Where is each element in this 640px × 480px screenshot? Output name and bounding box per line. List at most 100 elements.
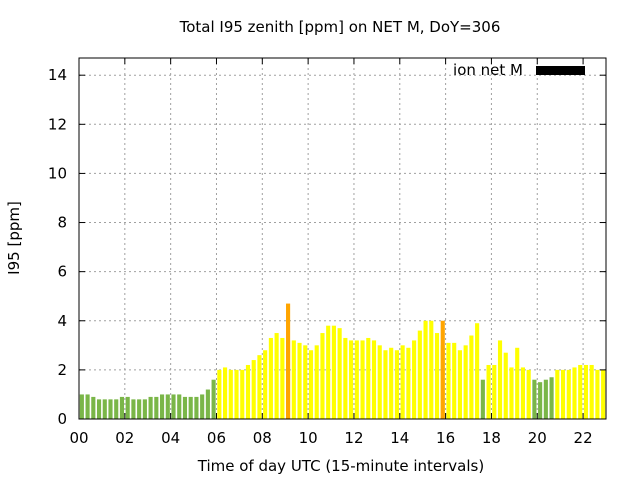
bar (394, 350, 399, 419)
bar (91, 396, 96, 419)
bar (326, 325, 331, 419)
bar (595, 369, 600, 419)
bar (154, 396, 159, 419)
y-axis-label: I95 [ppm] (5, 201, 23, 275)
bar (200, 394, 205, 419)
bar (148, 396, 153, 419)
x-tick-label: 08 (253, 429, 272, 447)
bar (532, 379, 537, 419)
legend-swatch (536, 66, 585, 75)
bar (205, 389, 210, 419)
bar (434, 333, 440, 419)
bar (515, 347, 520, 419)
bar (268, 337, 273, 419)
bar (102, 399, 107, 419)
y-tick-label: 2 (57, 361, 67, 379)
bar (159, 394, 165, 419)
bar (349, 340, 354, 419)
bar (572, 367, 577, 419)
bar (297, 342, 302, 419)
bar (360, 340, 365, 419)
bar (194, 396, 199, 419)
bar (549, 377, 554, 419)
y-tick-label: 10 (48, 164, 67, 182)
y-tick-label: 14 (48, 66, 67, 84)
bar (274, 333, 279, 419)
bar (291, 340, 296, 419)
bar (137, 399, 142, 419)
bar (566, 369, 571, 419)
bar (96, 399, 102, 419)
y-tick-label: 12 (48, 115, 67, 133)
bar (223, 367, 228, 419)
bar (509, 367, 514, 419)
legend: ion net M (453, 61, 585, 79)
bar (503, 352, 508, 419)
bar (475, 323, 480, 419)
x-tick-label: 02 (115, 429, 134, 447)
bar (228, 369, 233, 419)
bar (429, 320, 434, 419)
bar (131, 399, 136, 419)
bar (389, 347, 394, 419)
bar (486, 364, 491, 419)
x-tick-label: 16 (436, 429, 455, 447)
bar (240, 369, 245, 419)
bar (257, 355, 262, 419)
bar (446, 342, 451, 419)
bar (125, 396, 130, 419)
bar (423, 320, 428, 419)
legend-label: ion net M (453, 61, 523, 79)
bar (452, 342, 457, 419)
bar (108, 399, 113, 419)
bar (331, 325, 336, 419)
bar (463, 345, 468, 419)
bar (555, 369, 560, 419)
bar (492, 364, 497, 419)
bar (171, 394, 176, 419)
bar (308, 350, 314, 419)
bar (79, 394, 84, 419)
bar (480, 379, 485, 419)
bar (211, 379, 216, 419)
x-tick-label: 14 (390, 429, 409, 447)
bar (520, 367, 526, 419)
bar (165, 394, 170, 419)
bar (366, 337, 371, 419)
bar (412, 340, 417, 419)
bar (601, 369, 606, 419)
y-tick-label: 4 (57, 312, 67, 330)
bar-highlight (440, 320, 445, 419)
bar (303, 345, 308, 419)
bar (417, 330, 422, 419)
bar (188, 396, 193, 419)
plot-frame (78, 57, 607, 420)
x-tick-label: 10 (299, 429, 318, 447)
y-axis-ticks: 0 2 4 6 8 10 12 14 (48, 66, 606, 428)
bar (85, 394, 90, 419)
bar (320, 333, 325, 419)
chart-title: Total I95 zenith [ppm] on NET M, DoY=306 (179, 18, 501, 36)
bar (234, 369, 239, 419)
x-tick-label: 12 (344, 429, 363, 447)
x-tick-label: 00 (69, 429, 88, 447)
bar (263, 350, 268, 419)
x-tick-label: 22 (574, 429, 593, 447)
bar (377, 345, 382, 419)
bar (251, 360, 256, 419)
x-tick-label: 04 (161, 429, 180, 447)
bar (177, 394, 182, 419)
y-tick-label: 8 (57, 214, 67, 232)
x-axis-ticks: 00 02 04 06 08 10 12 14 16 18 20 22 (69, 58, 593, 447)
bar (142, 399, 147, 419)
bar (383, 350, 388, 419)
bar (337, 328, 342, 419)
y-tick-label: 0 (57, 410, 67, 428)
bar (354, 340, 359, 419)
x-tick-label: 06 (207, 429, 226, 447)
bar (400, 345, 405, 419)
bar (217, 369, 222, 419)
bar (526, 369, 531, 419)
bar (583, 364, 589, 419)
